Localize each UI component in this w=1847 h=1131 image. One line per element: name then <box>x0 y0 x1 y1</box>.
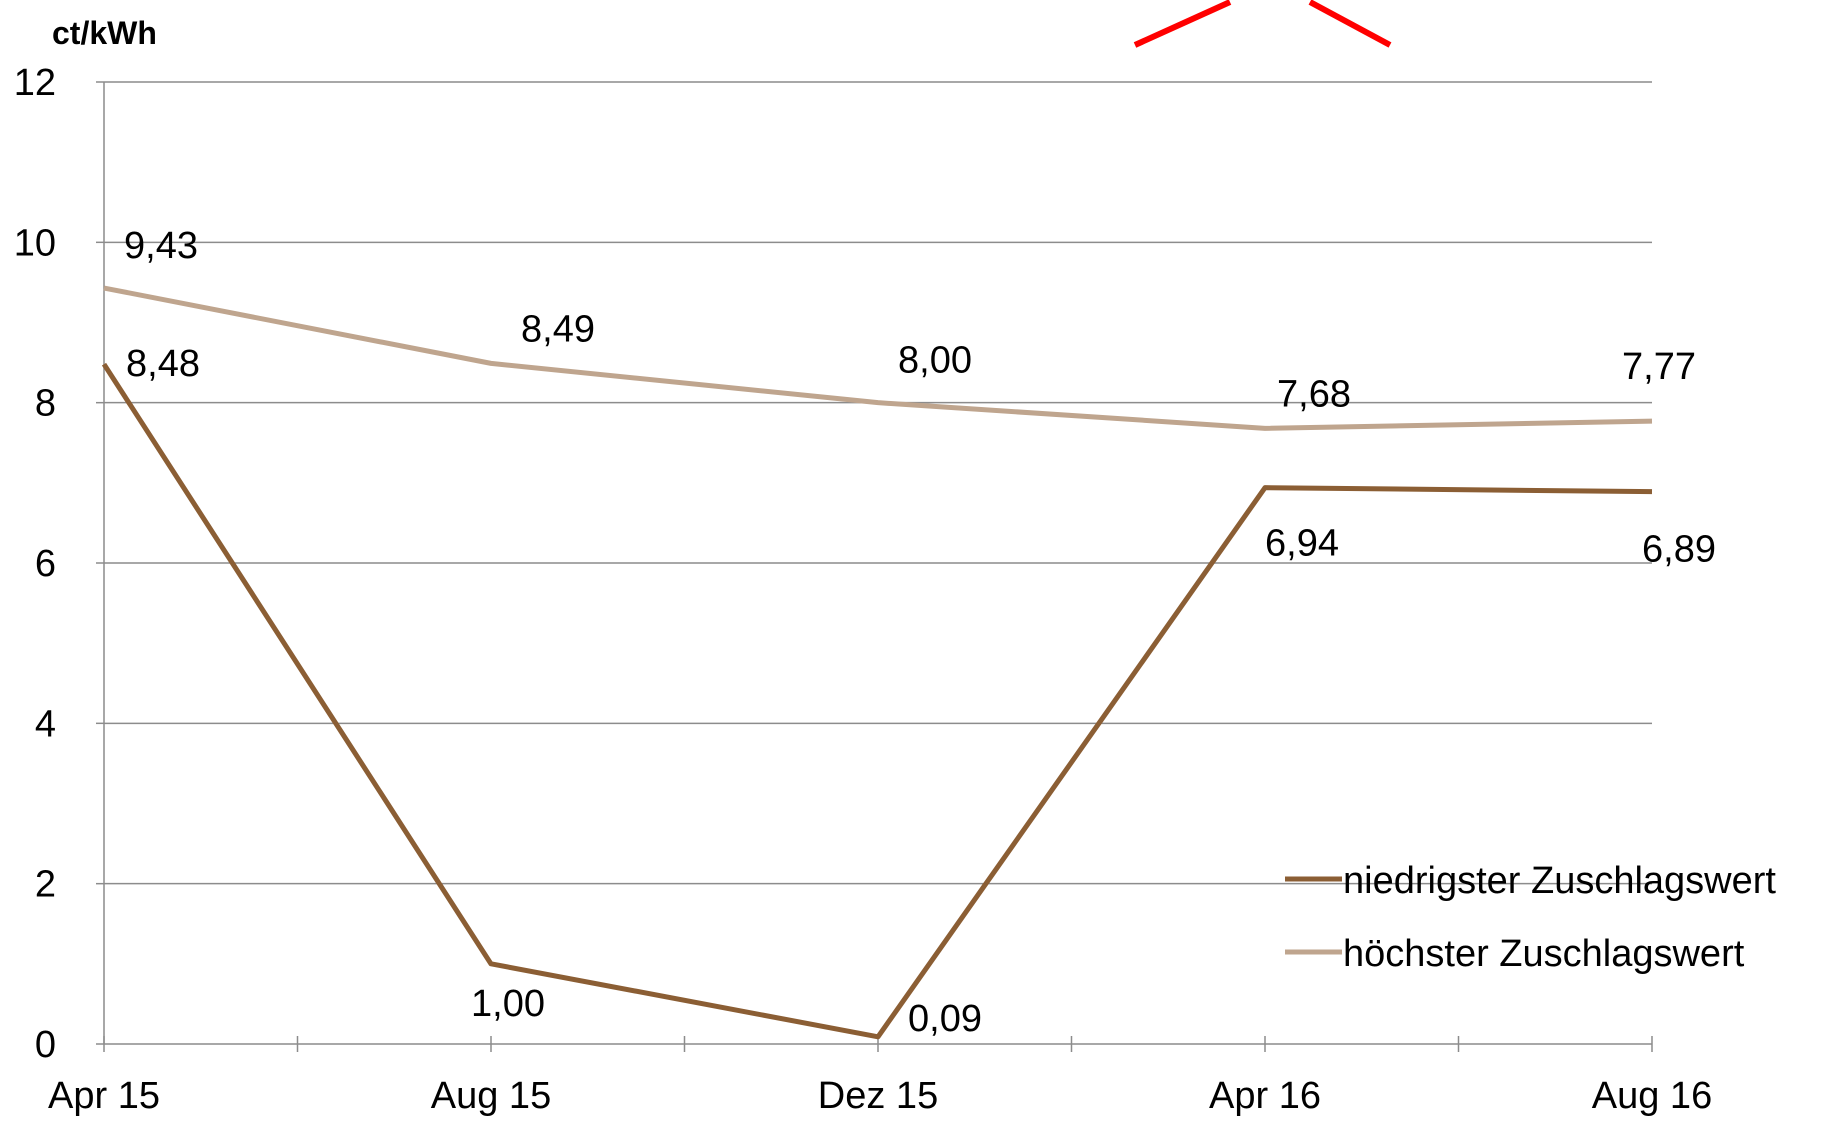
x-tick-label: Aug 16 <box>1592 1075 1712 1117</box>
data-label: 0,09 <box>908 998 982 1040</box>
x-tick-label: Apr 16 <box>1209 1075 1321 1117</box>
data-label: 8,49 <box>521 308 595 350</box>
y-tick-label: 12 <box>14 62 56 104</box>
series-lines <box>101 285 1653 1040</box>
series-line-0 <box>101 362 1653 1040</box>
legend-label-high: höchster Zuschlagswert <box>1343 933 1745 975</box>
y-tick-label: 6 <box>35 543 56 585</box>
data-label: 7,68 <box>1277 373 1351 415</box>
y-tick-label: 2 <box>35 864 56 906</box>
gridlines <box>104 81 1652 885</box>
legend-label-low: niedrigster Zuschlagswert <box>1343 860 1776 902</box>
data-label: 8,48 <box>126 343 200 385</box>
top-decoration <box>1133 0 1392 48</box>
data-label: 8,00 <box>898 340 972 382</box>
data-labels: 8,48 1,00 0,09 6,94 6,89 9,43 8,49 8,00 7,68 7,77 <box>124 225 1716 1040</box>
x-tick-label: Apr 15 <box>48 1075 160 1117</box>
y-tick-label: 0 <box>35 1024 56 1066</box>
legend-item-high: höchster Zuschlagswert <box>1285 933 1745 975</box>
x-tick-label: Aug 15 <box>431 1075 551 1117</box>
data-label: 1,00 <box>471 983 545 1025</box>
series-line-1 <box>103 285 1653 431</box>
y-axis-unit: ct/kWh <box>52 15 157 51</box>
legend: niedrigster Zuschlagswert höchster Zusch… <box>1285 860 1776 975</box>
x-tick-label: Dez 15 <box>818 1075 938 1117</box>
axes <box>96 81 1653 1052</box>
data-label: 6,89 <box>1642 529 1716 571</box>
y-tick-label: 4 <box>35 703 56 745</box>
y-tick-label: 10 <box>14 222 56 264</box>
y-tick-label: 8 <box>35 383 56 425</box>
data-label: 7,77 <box>1622 346 1696 388</box>
x-tick-labels: Apr 15 Aug 15 Dez 15 Apr 16 Aug 16 <box>48 1075 1712 1117</box>
data-label: 6,94 <box>1265 523 1339 565</box>
y-tick-labels: 0 2 4 6 8 10 12 <box>14 62 56 1066</box>
legend-item-low: niedrigster Zuschlagswert <box>1285 860 1776 902</box>
data-label: 9,43 <box>124 225 198 267</box>
